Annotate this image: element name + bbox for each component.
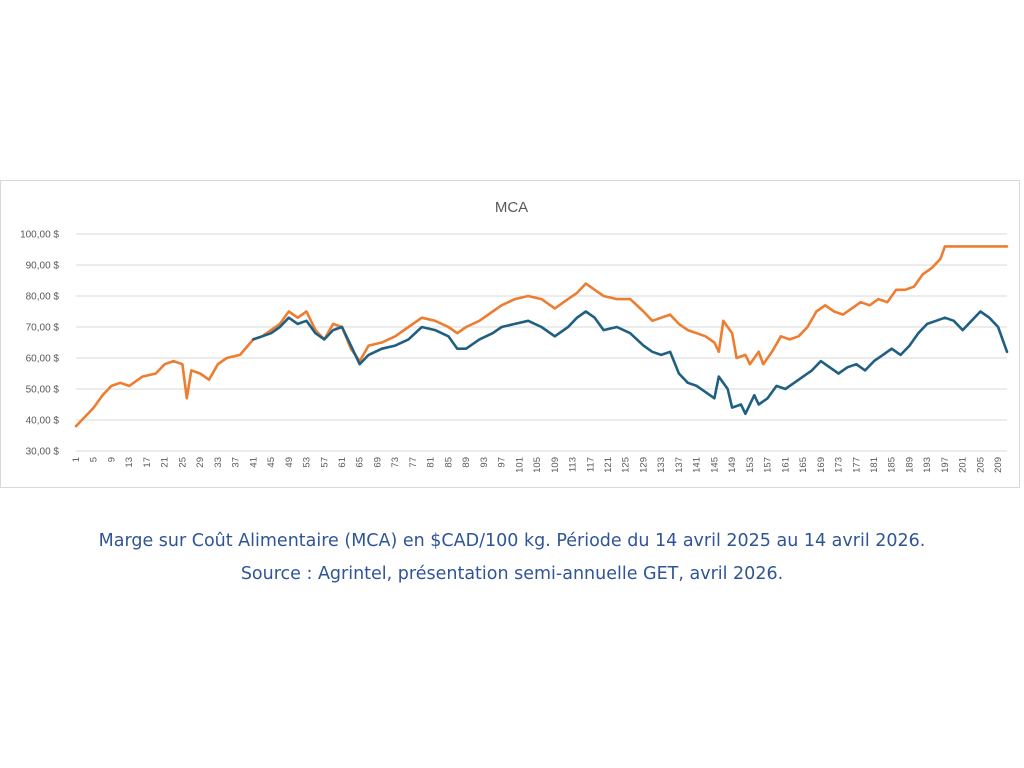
x-tick-label: 65 [355,457,366,468]
x-tick-label: 153 [745,457,756,473]
x-tick-label: 5 [89,457,100,462]
x-tick-label: 49 [284,457,295,468]
caption-line-2: Source : Agrintel, présentation semi-ann… [240,564,784,584]
x-tick-label: 101 [514,457,525,473]
x-tick-label: 209 [993,457,1004,473]
x-tick-label: 141 [692,457,703,473]
y-tick-label: 70,00 $ [26,323,60,334]
x-tick-label: 21 [160,457,171,468]
x-tick-label: 29 [195,457,206,468]
x-tick-label: 41 [248,457,259,468]
y-tick-label: 80,00 $ [26,292,60,303]
x-tick-label: 69 [372,457,383,468]
x-tick-label: 17 [142,457,153,468]
x-tick-label: 157 [763,457,774,473]
x-tick-label: 121 [603,457,614,473]
line-chart: MCA 30,00 $ 40,00 $ 50,00 $ 60,00 $ 70,00 $ 80… [20,199,1009,473]
caption-line-1: Marge sur Coût Alimentaire (MCA) en $CAD… [98,531,926,551]
x-tick-label: 201 [958,457,969,473]
x-tick-label: 33 [213,457,224,468]
x-tick-label: 53 [302,457,313,468]
x-tick-label: 45 [266,457,277,468]
x-tick-label: 169 [816,457,827,473]
x-tick-label: 113 [568,457,579,472]
chart-title: MCA [495,199,528,216]
series-line-1 [74,245,1009,428]
x-tick-label: 85 [443,457,454,468]
y-tick-label: 90,00 $ [26,261,60,272]
x-tick-label: 137 [674,457,685,473]
x-tick-label: 37 [231,457,242,468]
x-tick-label: 165 [798,457,809,473]
x-tick-label: 125 [621,457,632,473]
x-tick-label: 185 [887,457,898,473]
x-tick-label: 93 [479,457,490,468]
x-tick-label: 181 [869,457,880,473]
x-tick-label: 133 [656,457,667,473]
y-tick-label: 60,00 $ [26,354,60,365]
x-tick-label: 73 [390,457,401,468]
x-tick-label: 189 [904,457,915,473]
x-tick-label: 161 [780,457,791,473]
x-tick-label: 97 [497,457,508,468]
chart-frame: MCA 30,00 $ 40,00 $ 50,00 $ 60,00 $ 70,00 $ 80… [0,180,1020,488]
x-tick-label: 25 [177,457,188,468]
x-tick-label: 9 [106,457,117,462]
x-tick-label: 77 [408,457,419,468]
x-tick-label: 109 [550,457,561,473]
x-tick-label: 197 [940,457,951,473]
x-tick-label: 81 [426,457,437,468]
x-tick-label: 117 [585,457,596,472]
x-tick-label: 105 [532,457,543,473]
x-tick-label: 173 [834,457,845,473]
x-tick-label: 145 [709,457,720,473]
y-tick-label: 40,00 $ [26,416,60,427]
y-tick-label: 30,00 $ [26,447,60,458]
y-tick-label: 50,00 $ [26,385,60,396]
x-tick-label: 13 [124,457,135,468]
series-line-2 [252,310,1009,416]
y-tick-label: 100,00 $ [20,230,59,241]
x-tick-label: 89 [461,457,472,468]
x-tick-label: 205 [975,457,986,473]
x-tick-label: 193 [922,457,933,473]
x-tick-label: 61 [337,457,348,468]
x-tick-label: 149 [727,457,738,473]
x-tick-label: 129 [638,457,649,473]
x-tick-label: 57 [319,457,330,468]
x-tick-label: 1 [71,457,82,462]
x-tick-label: 177 [851,457,862,473]
